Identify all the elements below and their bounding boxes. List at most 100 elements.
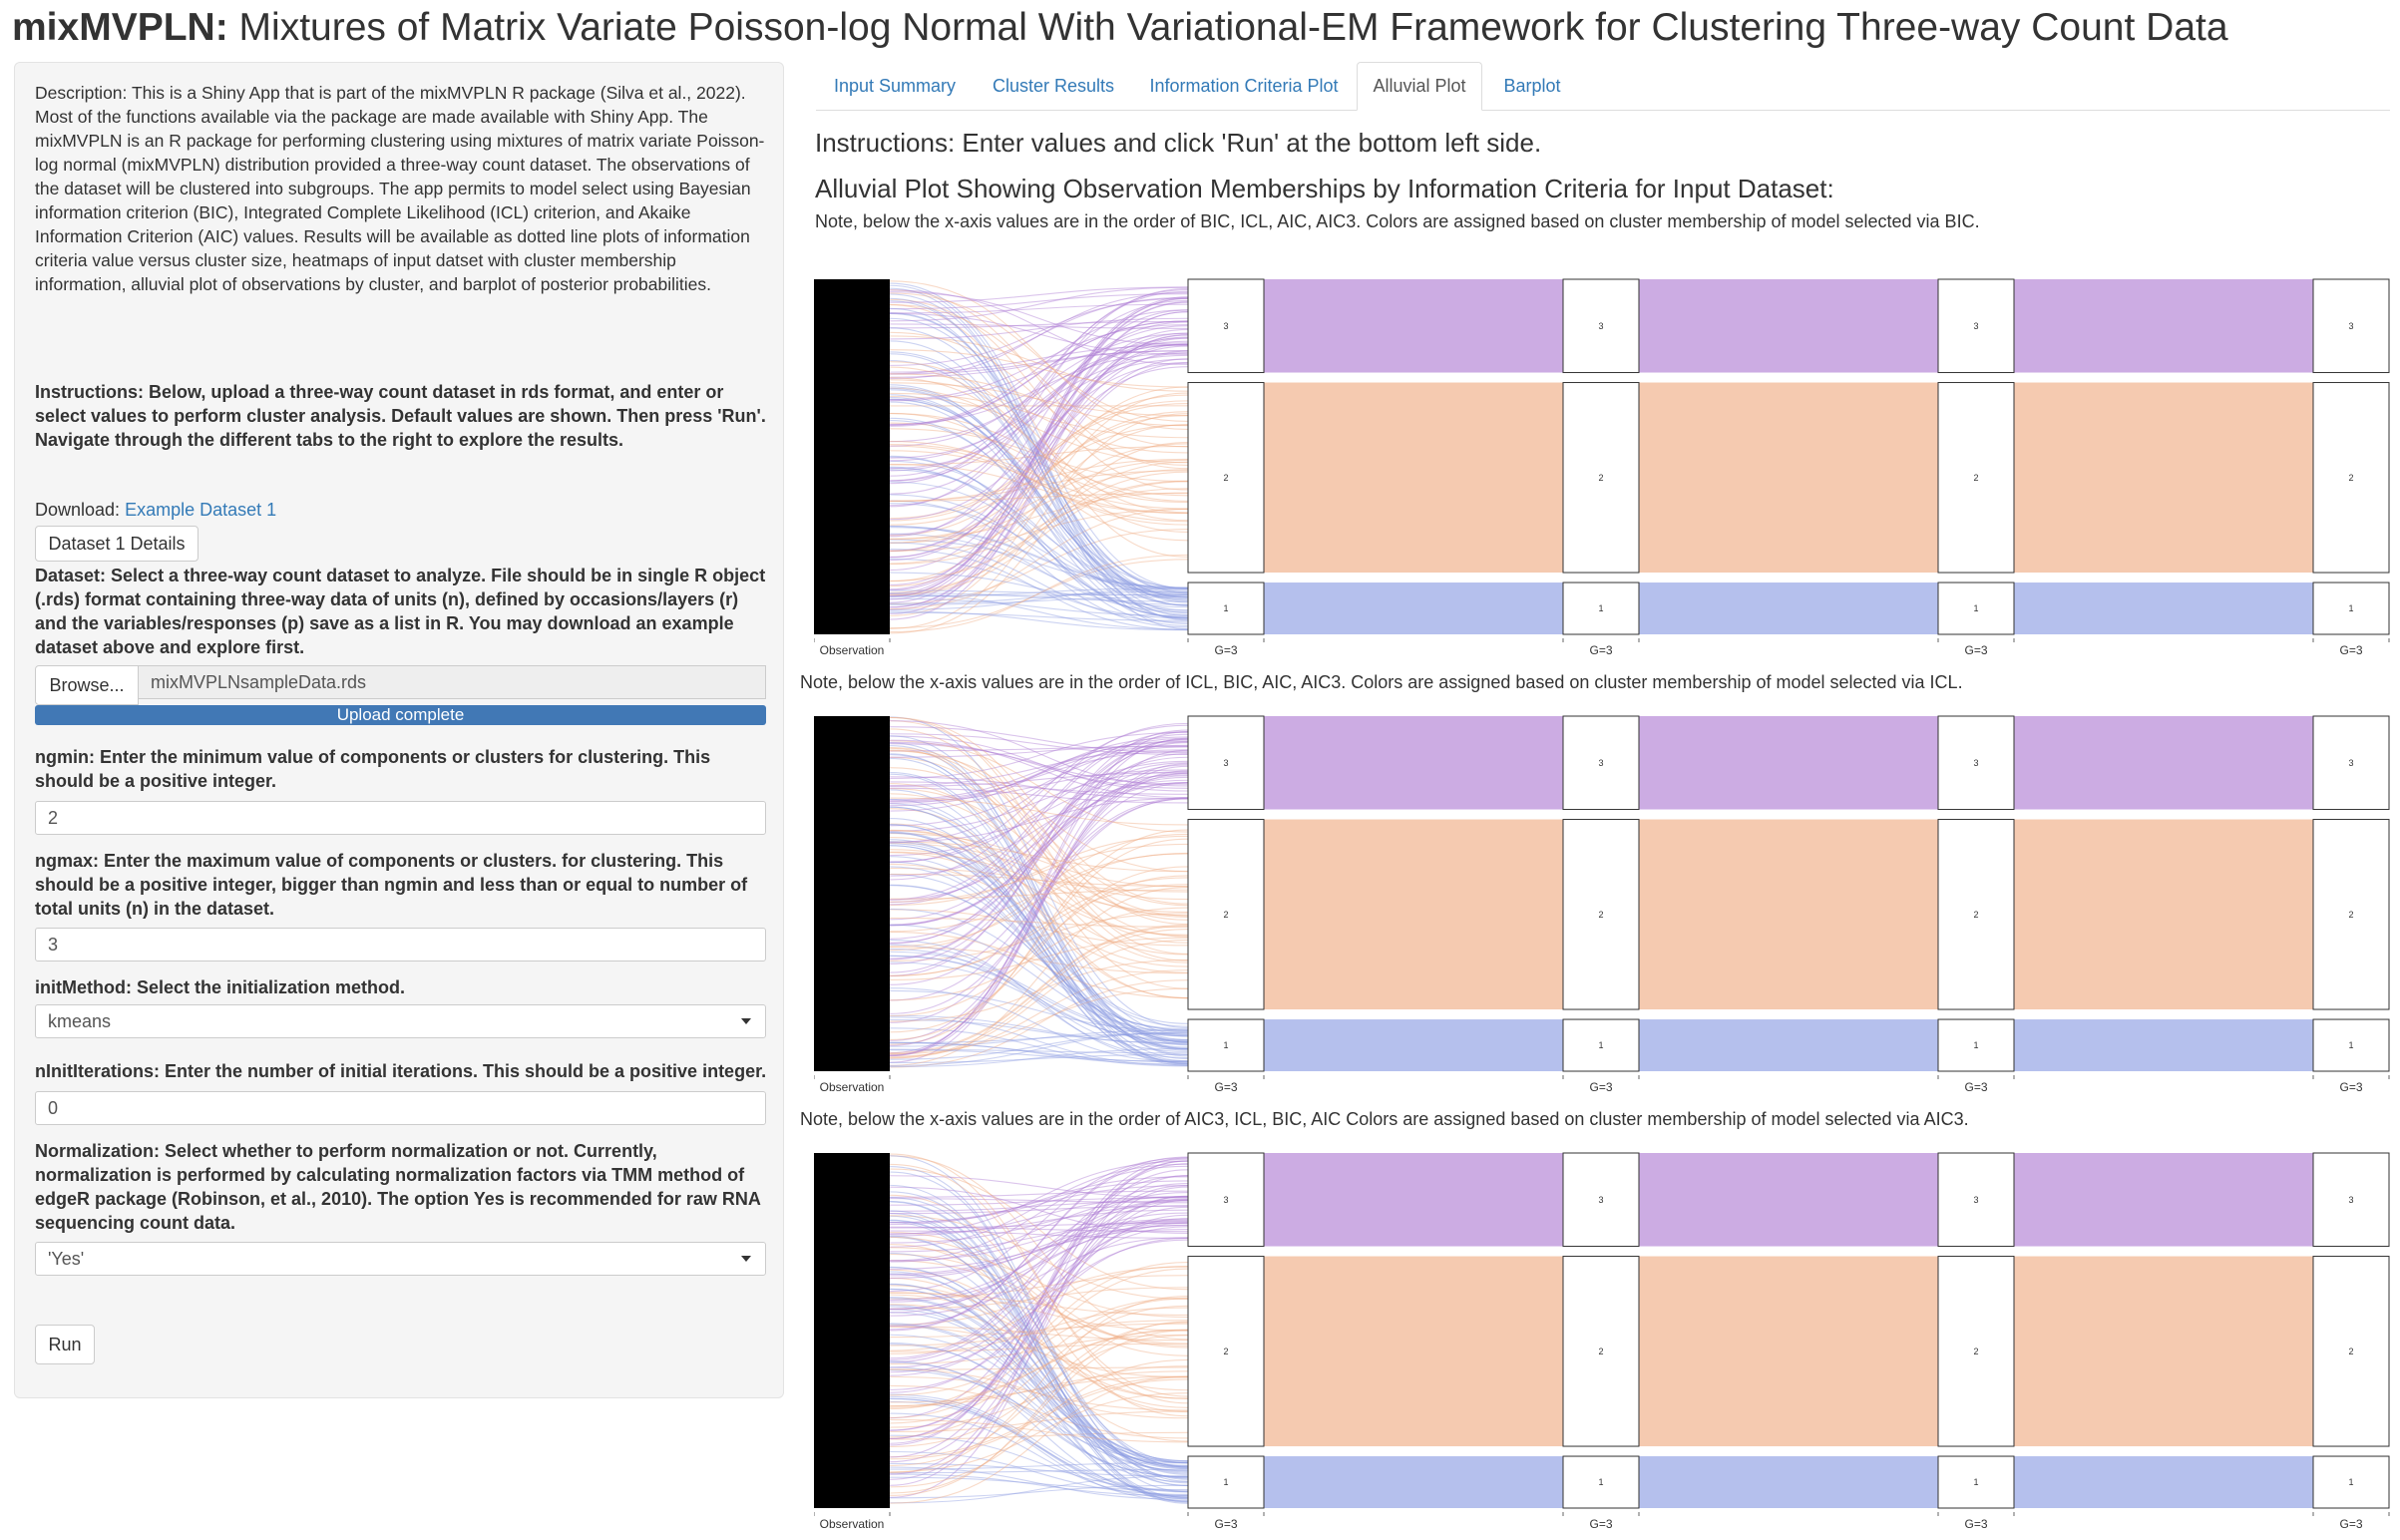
ngmax-input[interactable]: 3 [35, 928, 766, 962]
stratum-label: 2 [1223, 473, 1228, 483]
stratum-label: 2 [1598, 473, 1603, 483]
flow-line [890, 799, 1188, 1014]
tab-alluvial-plot[interactable]: Alluvial Plot [1357, 62, 1482, 111]
ngmax-label: ngmax: Enter the maximum value of compon… [35, 849, 769, 921]
normalization-value: 'Yes' [48, 1249, 84, 1270]
stratum-label: 2 [1973, 910, 1978, 920]
ninit-label: nInitIterations: Enter the number of ini… [35, 1059, 769, 1083]
cluster-3-band [1264, 1153, 1563, 1247]
axis-label: Observation [820, 1080, 885, 1094]
axis-label: G=3 [1964, 1080, 1987, 1094]
plot-heading: Alluvial Plot Showing Observation Member… [815, 174, 1834, 204]
axis-label: G=3 [1964, 643, 1987, 657]
cluster-2-band [1639, 383, 1938, 574]
axis-label: G=3 [2339, 643, 2362, 657]
stratum-label: 1 [1973, 1477, 1978, 1487]
init-method-select[interactable]: kmeans [35, 1004, 766, 1038]
main-instructions: Instructions: Enter values and click 'Ru… [815, 128, 1541, 159]
upload-progress-fill: Upload complete [35, 705, 766, 725]
cluster-1-band [1639, 1456, 1938, 1508]
stratum-label: 3 [1598, 321, 1603, 331]
observation-stratum [814, 716, 890, 1071]
dataset-label: Dataset: Select a three-way count datase… [35, 564, 769, 659]
cluster-1-band [1264, 582, 1563, 634]
page-title-bold: mixMVPLN: [12, 6, 228, 49]
cluster-2-band [1639, 820, 1938, 1010]
axis-label: G=3 [1589, 1080, 1612, 1094]
stratum-label: 3 [1973, 1195, 1978, 1205]
init-method-value: kmeans [48, 1011, 111, 1032]
dataset-details-button[interactable]: Dataset 1 Details [35, 526, 199, 562]
run-button[interactable]: Run [35, 1325, 95, 1364]
stratum-label: 2 [1973, 473, 1978, 483]
cluster-2-band [1264, 1257, 1563, 1447]
chevron-down-icon [741, 1018, 751, 1024]
stratum-label: 2 [1973, 1347, 1978, 1356]
stratum-label: 3 [2348, 758, 2353, 768]
axis-label: G=3 [1214, 643, 1237, 657]
stratum-label: 2 [2348, 910, 2353, 920]
tab-input-summary[interactable]: Input Summary [816, 62, 974, 110]
cluster-2-band [2014, 1257, 2313, 1447]
tab-barplot[interactable]: Barplot [1482, 62, 1582, 110]
axis-label: G=3 [1589, 643, 1612, 657]
init-method-label: initMethod: Select the initialization me… [35, 975, 769, 999]
cluster-3-band [1639, 1153, 1938, 1247]
normalization-select[interactable]: 'Yes' [35, 1242, 766, 1276]
stratum-label: 3 [2348, 1195, 2353, 1205]
observation-flows [890, 1154, 1188, 1503]
cluster-2-band [1264, 383, 1563, 574]
normalization-label: Normalization: Select whether to perform… [35, 1139, 769, 1235]
stratum-label: 1 [1598, 1477, 1603, 1487]
stratum-label: 1 [1598, 1040, 1603, 1050]
cluster-3-band [1639, 279, 1938, 373]
stratum-label: 3 [1223, 321, 1228, 331]
stratum-label: 1 [1598, 603, 1603, 613]
plot-note-icl: Note, below the x-axis values are in the… [800, 672, 1963, 693]
axis-label: G=3 [1964, 1517, 1987, 1531]
cluster-2-band [1639, 1257, 1938, 1447]
ngmin-input[interactable]: 2 [35, 801, 766, 835]
cluster-3-band [2014, 1153, 2313, 1247]
stratum-label: 3 [1223, 1195, 1228, 1205]
stratum-label: 3 [2348, 321, 2353, 331]
cluster-1-band [1639, 582, 1938, 634]
stratum-label: 1 [1223, 603, 1228, 613]
plot-note-aic3: Note, below the x-axis values are in the… [800, 1109, 1969, 1130]
stratum-label: 2 [1598, 1347, 1603, 1356]
observation-flows [890, 717, 1188, 1067]
stratum-label: 2 [2348, 1347, 2353, 1356]
stratum-label: 1 [2348, 1040, 2353, 1050]
stratum-label: 2 [1223, 910, 1228, 920]
axis-label: Observation [820, 1517, 885, 1531]
plot-note-bic: Note, below the x-axis values are in the… [815, 211, 1980, 232]
download-label: Download: [35, 500, 125, 520]
tab-cluster-results[interactable]: Cluster Results [974, 62, 1133, 110]
browse-button[interactable]: Browse... [35, 665, 139, 705]
axis-label: G=3 [1214, 1080, 1237, 1094]
cluster-3-band [1639, 716, 1938, 810]
observation-stratum [814, 279, 890, 634]
ninit-input[interactable]: 0 [35, 1091, 766, 1125]
tab-bar: Input Summary Cluster Results Informatio… [816, 62, 2390, 111]
axis-label: Observation [820, 643, 885, 657]
stratum-label: 3 [1223, 758, 1228, 768]
cluster-1-band [1639, 1019, 1938, 1071]
example-dataset-link[interactable]: Example Dataset 1 [125, 500, 276, 520]
axis-label: G=3 [1214, 1517, 1237, 1531]
axis-label: G=3 [2339, 1080, 2362, 1094]
instructions-text: Instructions: Below, upload a three-way … [35, 380, 769, 452]
observation-flows [890, 281, 1188, 633]
cluster-1-band [1264, 1019, 1563, 1071]
flow-line [890, 908, 1188, 1000]
file-name-field[interactable]: mixMVPLNsampleData.rds [138, 665, 766, 699]
stratum-label: 2 [1598, 910, 1603, 920]
stratum-label: 1 [2348, 603, 2353, 613]
tab-information-criteria-plot[interactable]: Information Criteria Plot [1133, 62, 1355, 110]
chevron-down-icon [741, 1256, 751, 1262]
app-description: Description: This is a Shiny App that is… [35, 81, 769, 296]
flow-line [890, 734, 1188, 905]
